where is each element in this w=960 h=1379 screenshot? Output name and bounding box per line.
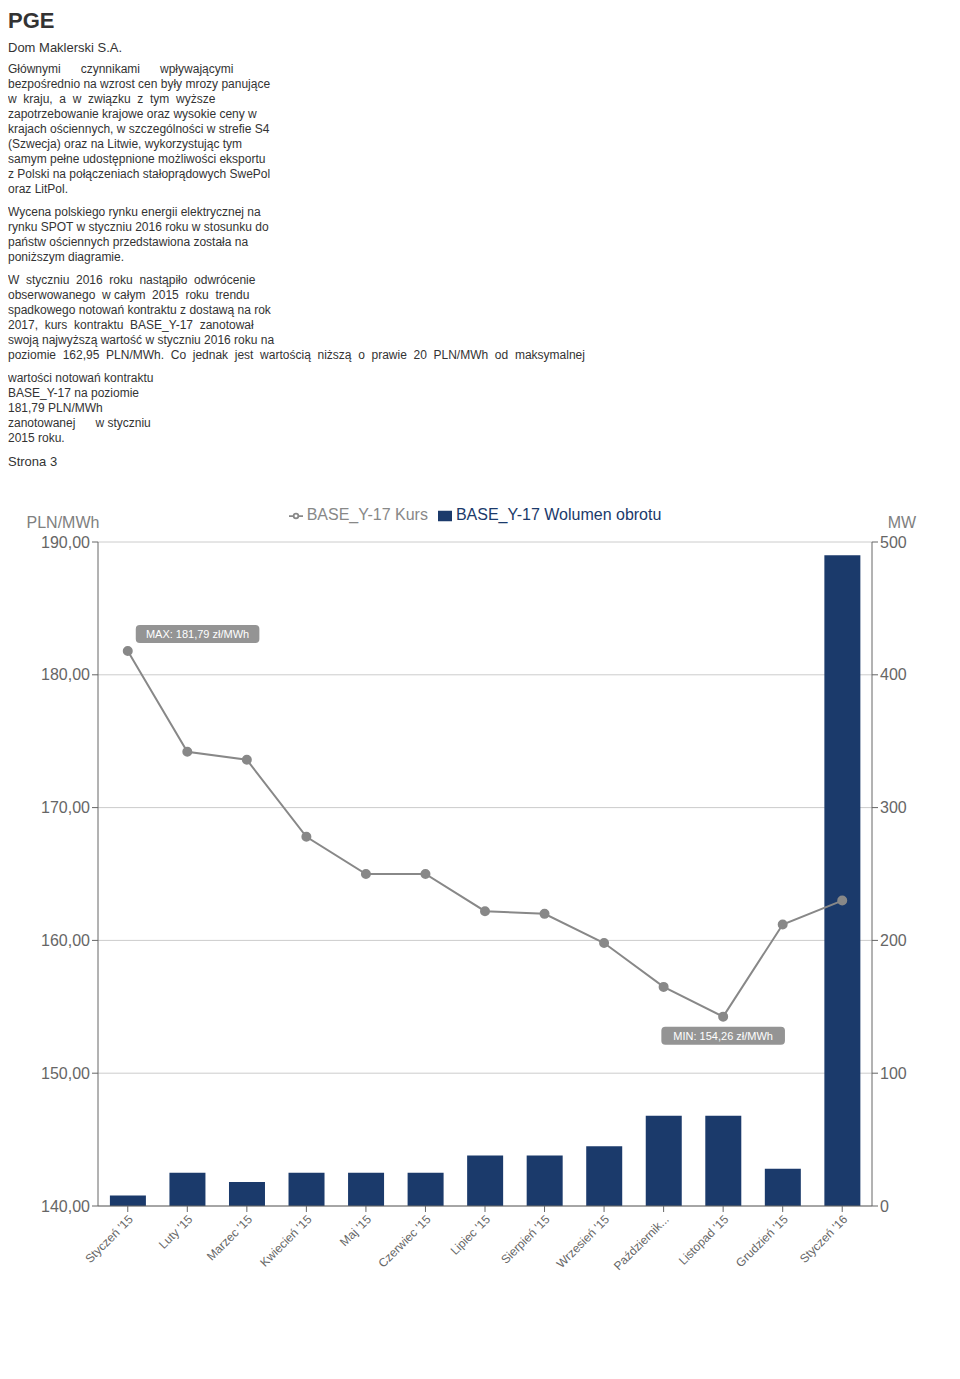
svg-text:Kwiecień '15: Kwiecień '15: [257, 1212, 315, 1270]
html-text:poniższym diagramie.: poniższym diagramie.: [8, 250, 124, 264]
svg-text:170,00: 170,00: [41, 799, 90, 816]
html-text:PGE: PGE: [8, 8, 55, 33]
svg-text:Czerwiec '15: Czerwiec '15: [375, 1212, 433, 1270]
html-text:(Szwecja) oraz na Litwie, wyko: (Szwecja) oraz na Litwie, wykorzystując …: [8, 137, 243, 151]
html-text:rynku SPOT w styczniu 2016 rok: rynku SPOT w styczniu 2016 roku w stosun…: [8, 220, 269, 234]
svg-text:Sierpień '15: Sierpień '15: [498, 1212, 553, 1267]
svg-text:100: 100: [880, 1065, 907, 1082]
html-text:wartości notowań kontraktu: wartości notowań kontraktu: [8, 371, 154, 385]
html-text:Dom Maklerski S.A.: Dom Maklerski S.A.: [8, 40, 123, 55]
html-text:samym pełne udostępnione możli: samym pełne udostępnione możliwości eksp…: [8, 152, 266, 166]
html-text:181,79 PLN/MWh: 181,79 PLN/MWh: [8, 401, 103, 415]
svg-text:Listopad '15: Listopad '15: [676, 1212, 732, 1268]
html-text:spadkowego notowań kontraktu z: spadkowego notowań kontraktu z dostawą n…: [8, 303, 271, 317]
svg-text:MW: MW: [888, 514, 917, 531]
svg-text:Lipiec '15: Lipiec '15: [448, 1212, 494, 1258]
svg-text:Styczeń '15: Styczeń '15: [82, 1212, 136, 1266]
svg-text:400: 400: [880, 666, 907, 683]
html-text:W styczniu 2016 roku nastąpiło: W styczniu 2016 roku nastąpiło odwróceni…: [8, 273, 256, 287]
svg-text:0: 0: [880, 1198, 889, 1215]
html-text:oraz LitPol.: oraz LitPol.: [8, 182, 68, 196]
svg-text:PLN/MWh: PLN/MWh: [27, 514, 100, 531]
html-text:BASE_Y-17 Kurs: BASE_Y-17 Kurs: [306, 506, 428, 523]
html-text:krajach ościennych, w szczegól: krajach ościennych, w szczególności w st…: [8, 122, 270, 136]
svg-text:Marzec '15: Marzec '15: [204, 1212, 255, 1263]
html-text:zanotowanej w styczniu: zanotowanej w styczniu: [8, 416, 151, 430]
svg-text:500: 500: [880, 534, 907, 551]
html-text:2015 roku.: 2015 roku.: [8, 431, 65, 445]
html-text:państw ościennych przedstawion: państw ościennych przedstawiona została …: [8, 235, 249, 249]
svg-text:140,00: 140,00: [41, 1198, 90, 1215]
html-text:BASE_Y-17 na poziomie: BASE_Y-17 na poziomie: [8, 386, 139, 400]
html-text:Strona 3: Strona 3: [8, 454, 58, 469]
svg-text:MIN: 154,26 zł/MWh: MIN: 154,26 zł/MWh: [673, 1030, 773, 1042]
svg-text:MAX: 181,79 zł/MWh: MAX: 181,79 zł/MWh: [146, 628, 249, 640]
html-text:obserwowanego w całym 2015 rok: obserwowanego w całym 2015 roku trendu: [8, 288, 250, 302]
svg-text:Luty '15: Luty '15: [156, 1212, 196, 1252]
svg-text:300: 300: [880, 799, 907, 816]
svg-text:160,00: 160,00: [41, 932, 90, 949]
html-text:swoją najwyższą wartość w styc: swoją najwyższą wartość w styczniu 2016 …: [8, 333, 275, 347]
svg-text:190,00: 190,00: [41, 534, 90, 551]
html-text:zapotrzebowanie krajowe oraz w: zapotrzebowanie krajowe oraz wysokie cen…: [8, 107, 257, 121]
svg-text:Styczeń '16: Styczeń '16: [797, 1212, 851, 1266]
svg-text:Maj '15: Maj '15: [337, 1212, 374, 1249]
html-text:Głównymi czynnikami wpływający: Głównymi czynnikami wpływającymi: [8, 62, 234, 76]
svg-text:Grudzień '15: Grudzień '15: [733, 1212, 791, 1270]
html-text:BASE_Y-17 Wolumen obrotu: BASE_Y-17 Wolumen obrotu: [455, 506, 662, 523]
html-text:bezpośrednio na wzrost cen był: bezpośrednio na wzrost cen były mrozy pa…: [8, 77, 271, 91]
html-text:Wycena polskiego rynku energii: Wycena polskiego rynku energii elektrycz…: [8, 205, 261, 219]
svg-text:Wrzesień '15: Wrzesień '15: [554, 1212, 613, 1271]
svg-text:Październik...: Październik...: [611, 1212, 672, 1273]
html-text:poziomie 162,95 PLN/MWh. Co je: poziomie 162,95 PLN/MWh. Co jednak jest …: [8, 348, 585, 362]
svg-text:150,00: 150,00: [41, 1065, 90, 1082]
svg-text:200: 200: [880, 932, 907, 949]
html-text:w kraju, a w związku z tym wyż: w kraju, a w związku z tym wyższe: [8, 92, 216, 106]
html-text:2017, kurs kontraktu BASE_Y-17: 2017, kurs kontraktu BASE_Y-17 zanotował: [8, 318, 254, 332]
html-text:z Polski na połączeniach stało: z Polski na połączeniach stałoprądowych …: [8, 167, 271, 181]
svg-text:180,00: 180,00: [41, 666, 90, 683]
